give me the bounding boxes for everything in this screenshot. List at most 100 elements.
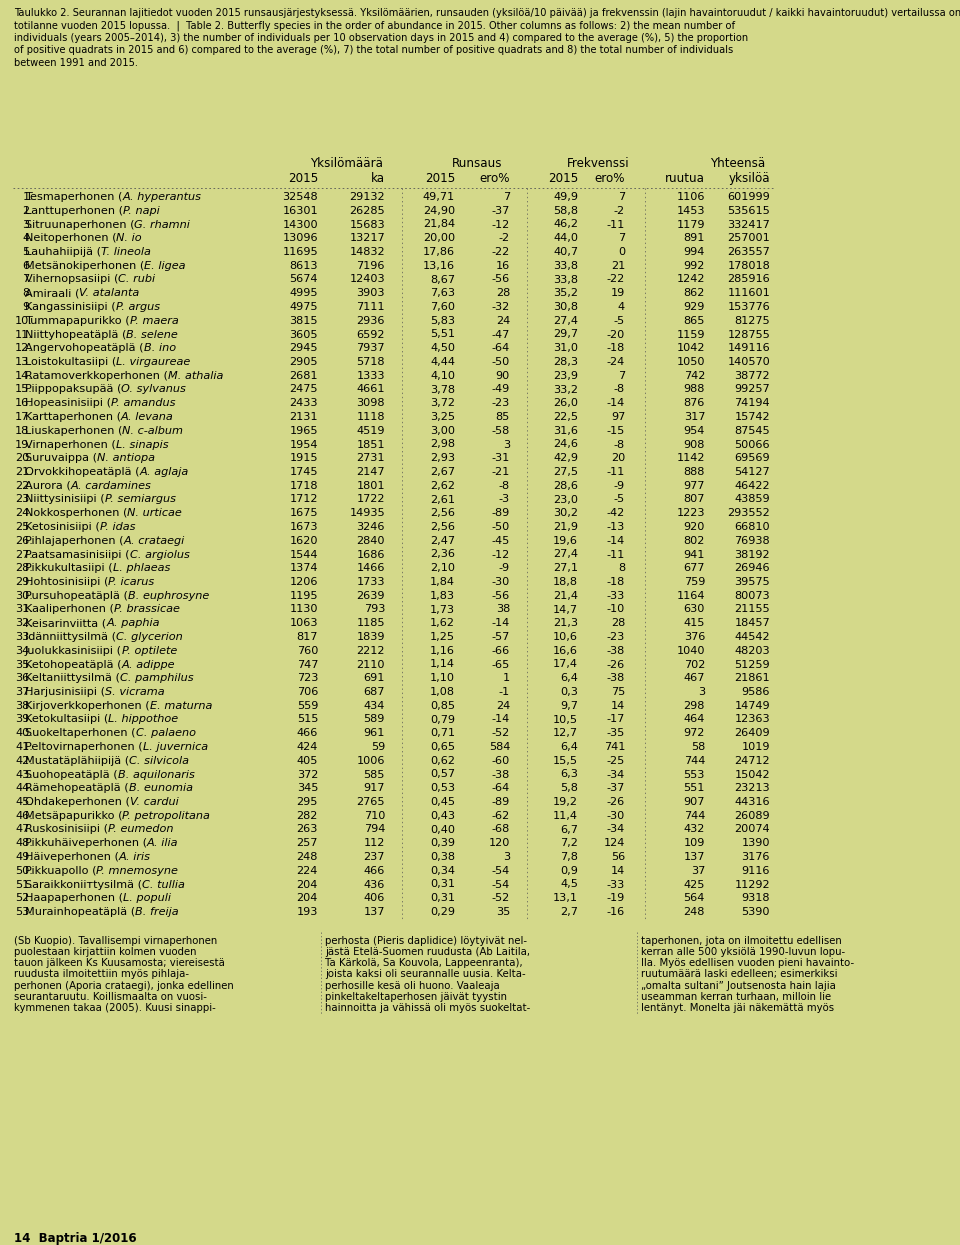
Text: B. selene: B. selene (127, 330, 179, 340)
Text: 5,8: 5,8 (560, 783, 578, 793)
Text: 425: 425 (684, 879, 705, 889)
Text: -35: -35 (607, 728, 625, 738)
Text: 710: 710 (364, 810, 385, 820)
Text: -68: -68 (492, 824, 510, 834)
Text: 49,71: 49,71 (422, 192, 455, 202)
Text: 23213: 23213 (734, 783, 770, 793)
Text: 466: 466 (364, 865, 385, 875)
Text: 585: 585 (364, 769, 385, 779)
Text: 3098: 3098 (356, 398, 385, 408)
Text: 30,2: 30,2 (553, 508, 578, 518)
Text: 20.: 20. (15, 453, 33, 463)
Text: 6,7: 6,7 (560, 824, 578, 834)
Text: 0: 0 (618, 247, 625, 256)
Text: -34: -34 (607, 769, 625, 779)
Text: 17,4: 17,4 (553, 660, 578, 670)
Text: Sitruunaperhonen (: Sitruunaperhonen ( (25, 219, 134, 229)
Text: 4,10: 4,10 (430, 371, 455, 381)
Text: 7,60: 7,60 (430, 303, 455, 312)
Text: P. optilete: P. optilete (122, 646, 178, 656)
Text: 87545: 87545 (734, 426, 770, 436)
Text: -13: -13 (607, 522, 625, 532)
Text: 744: 744 (684, 810, 705, 820)
Text: -89: -89 (492, 797, 510, 807)
Text: N. c-album: N. c-album (122, 426, 183, 436)
Text: 34.: 34. (15, 646, 33, 656)
Text: 2110: 2110 (356, 660, 385, 670)
Text: 27,4: 27,4 (553, 316, 578, 326)
Text: -8: -8 (613, 385, 625, 395)
Text: -64: -64 (492, 344, 510, 354)
Text: -60: -60 (492, 756, 510, 766)
Text: 559: 559 (297, 701, 318, 711)
Text: 204: 204 (297, 893, 318, 904)
Text: 33,2: 33,2 (553, 385, 578, 395)
Text: 1733: 1733 (356, 576, 385, 586)
Text: -12: -12 (492, 549, 510, 559)
Text: 31,6: 31,6 (553, 426, 578, 436)
Text: -56: -56 (492, 274, 510, 285)
Text: 436: 436 (364, 879, 385, 889)
Text: 2433: 2433 (290, 398, 318, 408)
Text: 1,83: 1,83 (430, 590, 455, 601)
Text: 224: 224 (297, 865, 318, 875)
Text: ka: ka (371, 172, 385, 186)
Text: Suohopeatäplä (: Suohopeatäplä ( (25, 769, 118, 779)
Text: 8,67: 8,67 (430, 274, 455, 285)
Text: 2475: 2475 (290, 385, 318, 395)
Text: A. crataegi: A. crataegi (124, 535, 184, 545)
Text: 1063: 1063 (290, 619, 318, 629)
Text: 1185: 1185 (356, 619, 385, 629)
Text: 702: 702 (684, 660, 705, 670)
Text: 85: 85 (495, 412, 510, 422)
Text: -3: -3 (499, 494, 510, 504)
Text: Frekvenssi: Frekvenssi (567, 157, 630, 171)
Text: 0,39: 0,39 (430, 838, 455, 848)
Text: 7: 7 (618, 233, 625, 243)
Text: 1915: 1915 (290, 453, 318, 463)
Text: Liuskaperhonen (: Liuskaperhonen ( (25, 426, 122, 436)
Text: 3,78: 3,78 (430, 385, 455, 395)
Text: Taulukko 2. Seurannan lajitiedot vuoden 2015 runsausjärjestyksessä. Yksilömäärie: Taulukko 2. Seurannan lajitiedot vuoden … (14, 7, 960, 17)
Text: 515: 515 (297, 715, 318, 725)
Text: joista kaksi oli seurannalle uusia. Kelta-: joista kaksi oli seurannalle uusia. Kelt… (325, 970, 526, 980)
Text: Juolukkasinisiipi (: Juolukkasinisiipi ( (25, 646, 122, 656)
Text: 954: 954 (684, 426, 705, 436)
Text: 29,7: 29,7 (553, 330, 578, 340)
Text: 1675: 1675 (290, 508, 318, 518)
Text: 298: 298 (684, 701, 705, 711)
Text: 1839: 1839 (356, 632, 385, 642)
Text: Tesmaperhonen (: Tesmaperhonen ( (25, 192, 122, 202)
Text: 37.: 37. (15, 687, 33, 697)
Text: 140570: 140570 (728, 357, 770, 367)
Text: Keltaniittysilmä (: Keltaniittysilmä ( (25, 674, 120, 684)
Text: 112: 112 (364, 838, 385, 848)
Text: 1164: 1164 (677, 590, 705, 601)
Text: Ta Kärkolä, Sa Kouvola, Lappeenranta),: Ta Kärkolä, Sa Kouvola, Lappeenranta), (325, 959, 522, 969)
Text: Karttaperhonen (: Karttaperhonen ( (25, 412, 121, 422)
Text: -22: -22 (607, 274, 625, 285)
Text: 5718: 5718 (356, 357, 385, 367)
Text: 22,5: 22,5 (553, 412, 578, 422)
Text: 2,98: 2,98 (430, 439, 455, 449)
Text: 862: 862 (684, 289, 705, 299)
Text: -25: -25 (607, 756, 625, 766)
Text: 2639: 2639 (356, 590, 385, 601)
Text: 0,31: 0,31 (430, 893, 455, 904)
Text: Lauhahiipijä (: Lauhahiipijä ( (25, 247, 101, 256)
Text: 723: 723 (297, 674, 318, 684)
Text: 7937: 7937 (356, 344, 385, 354)
Text: S. vicrama: S. vicrama (105, 687, 164, 697)
Text: P. petropolitana: P. petropolitana (123, 810, 210, 820)
Text: 961: 961 (364, 728, 385, 738)
Text: 21,4: 21,4 (553, 590, 578, 601)
Text: 1453: 1453 (677, 205, 705, 215)
Text: 80073: 80073 (734, 590, 770, 601)
Text: 44,0: 44,0 (553, 233, 578, 243)
Text: 12.: 12. (15, 344, 33, 354)
Text: 4519: 4519 (356, 426, 385, 436)
Text: 3,00: 3,00 (430, 426, 455, 436)
Text: T. lineola: T. lineola (101, 247, 151, 256)
Text: A. paphia: A. paphia (107, 619, 159, 629)
Text: 2765: 2765 (356, 797, 385, 807)
